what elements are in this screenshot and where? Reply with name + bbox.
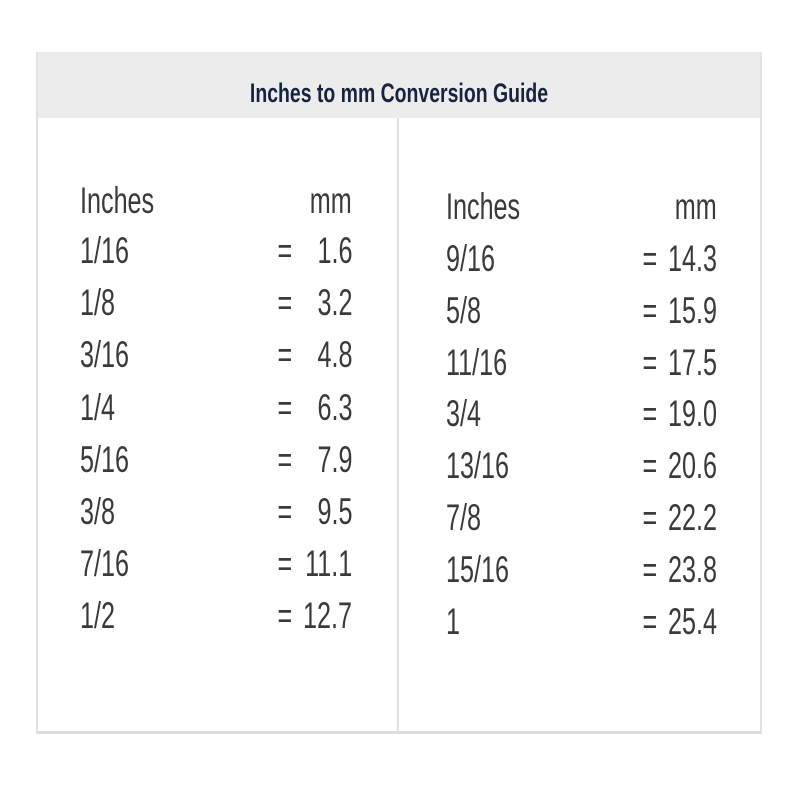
table-row: 11/16 = 17.5 — [38, 341, 764, 383]
equals-sign: = — [642, 289, 658, 331]
column-header-row: Inches mm — [38, 186, 764, 227]
mm-value: 20.6 — [668, 445, 717, 487]
equals-sign: = — [277, 491, 293, 532]
inches-value: 11/16 — [446, 341, 508, 383]
mm-value: 12.7 — [303, 595, 352, 637]
mm-value: 22.2 — [668, 497, 717, 538]
table-row: 3/4 = 19.0 — [38, 393, 764, 435]
equals-sign: = — [642, 600, 658, 642]
inches-value: 1/8 — [80, 282, 115, 324]
table-row: 3/16 = 4.8 — [38, 334, 764, 376]
equals-sign: = — [642, 445, 658, 487]
inches-value: 1/16 — [80, 230, 129, 271]
equals-sign: = — [642, 393, 658, 435]
table-row: 1/4 = 6.3 — [38, 386, 764, 428]
inches-value: 1/4 — [80, 386, 115, 428]
table-row: 7/8 = 22.2 — [38, 497, 764, 538]
table-row: 9/16 = 14.3 — [38, 238, 764, 279]
column-divider — [397, 118, 399, 731]
table-row: 1 = 25.4 — [38, 600, 764, 642]
inches-value: 5/16 — [80, 438, 129, 480]
mm-value: 14.3 — [668, 238, 717, 279]
page-title: Inches to mm Conversion Guide — [249, 78, 549, 108]
inches-value: 7/16 — [80, 543, 129, 585]
inches-header: Inches — [446, 186, 521, 227]
conversion-table: Inches to mm Conversion Guide Inches mm 1/… — [36, 52, 762, 734]
inches-value: 1 — [446, 600, 460, 642]
equals-sign: = — [642, 238, 658, 279]
equals-sign: = — [642, 548, 658, 590]
equals-sign: = — [642, 497, 658, 538]
column-header-row: Inches mm — [38, 180, 764, 221]
mm-value: 23.8 — [668, 548, 717, 590]
equals-sign: = — [277, 438, 293, 480]
mm-value: 15.9 — [668, 289, 717, 331]
inches-header: Inches — [80, 180, 155, 221]
mm-value: 17.5 — [668, 341, 717, 383]
equals-sign: = — [642, 341, 658, 383]
inches-value: 3/8 — [80, 491, 115, 532]
equals-sign: = — [277, 282, 293, 324]
mm-header: mm — [675, 186, 717, 227]
inches-value: 15/16 — [446, 548, 509, 590]
table-row: 13/16 = 20.6 — [38, 445, 764, 487]
table-row: 1/2 = 12.7 — [38, 595, 764, 637]
inches-value: 7/8 — [446, 497, 481, 538]
inches-value: 5/8 — [446, 289, 481, 331]
mm-value: 1.6 — [317, 230, 352, 271]
table-row: 7/16 = 11.1 — [38, 543, 764, 585]
equals-sign: = — [277, 595, 293, 637]
equals-sign: = — [277, 230, 293, 271]
table-header: Inches to mm Conversion Guide — [38, 52, 760, 118]
mm-value: 3.2 — [317, 282, 352, 324]
equals-sign: = — [277, 334, 293, 376]
mm-value: 11.1 — [304, 543, 352, 585]
inches-value: 1/2 — [80, 595, 115, 637]
mm-value: 19.0 — [668, 393, 717, 435]
table-row: 15/16 = 23.8 — [38, 548, 764, 590]
mm-value: 7.9 — [317, 438, 352, 480]
mm-value: 9.5 — [317, 491, 352, 532]
mm-value: 6.3 — [317, 386, 352, 428]
table-row: 1/8 = 3.2 — [38, 282, 764, 324]
table-row: 1/16 = 1.6 — [38, 230, 764, 271]
table-row: 3/8 = 9.5 — [38, 491, 764, 532]
mm-value: 25.4 — [668, 600, 717, 642]
equals-sign: = — [277, 386, 293, 428]
inches-value: 3/16 — [80, 334, 129, 376]
table-row: 5/16 = 7.9 — [38, 438, 764, 480]
inches-value: 3/4 — [446, 393, 481, 435]
table-row: 5/8 = 15.9 — [38, 289, 764, 331]
mm-header: mm — [310, 180, 352, 221]
inches-value: 9/16 — [446, 238, 495, 279]
mm-value: 4.8 — [317, 334, 352, 376]
equals-sign: = — [277, 543, 293, 585]
inches-value: 13/16 — [446, 445, 509, 487]
